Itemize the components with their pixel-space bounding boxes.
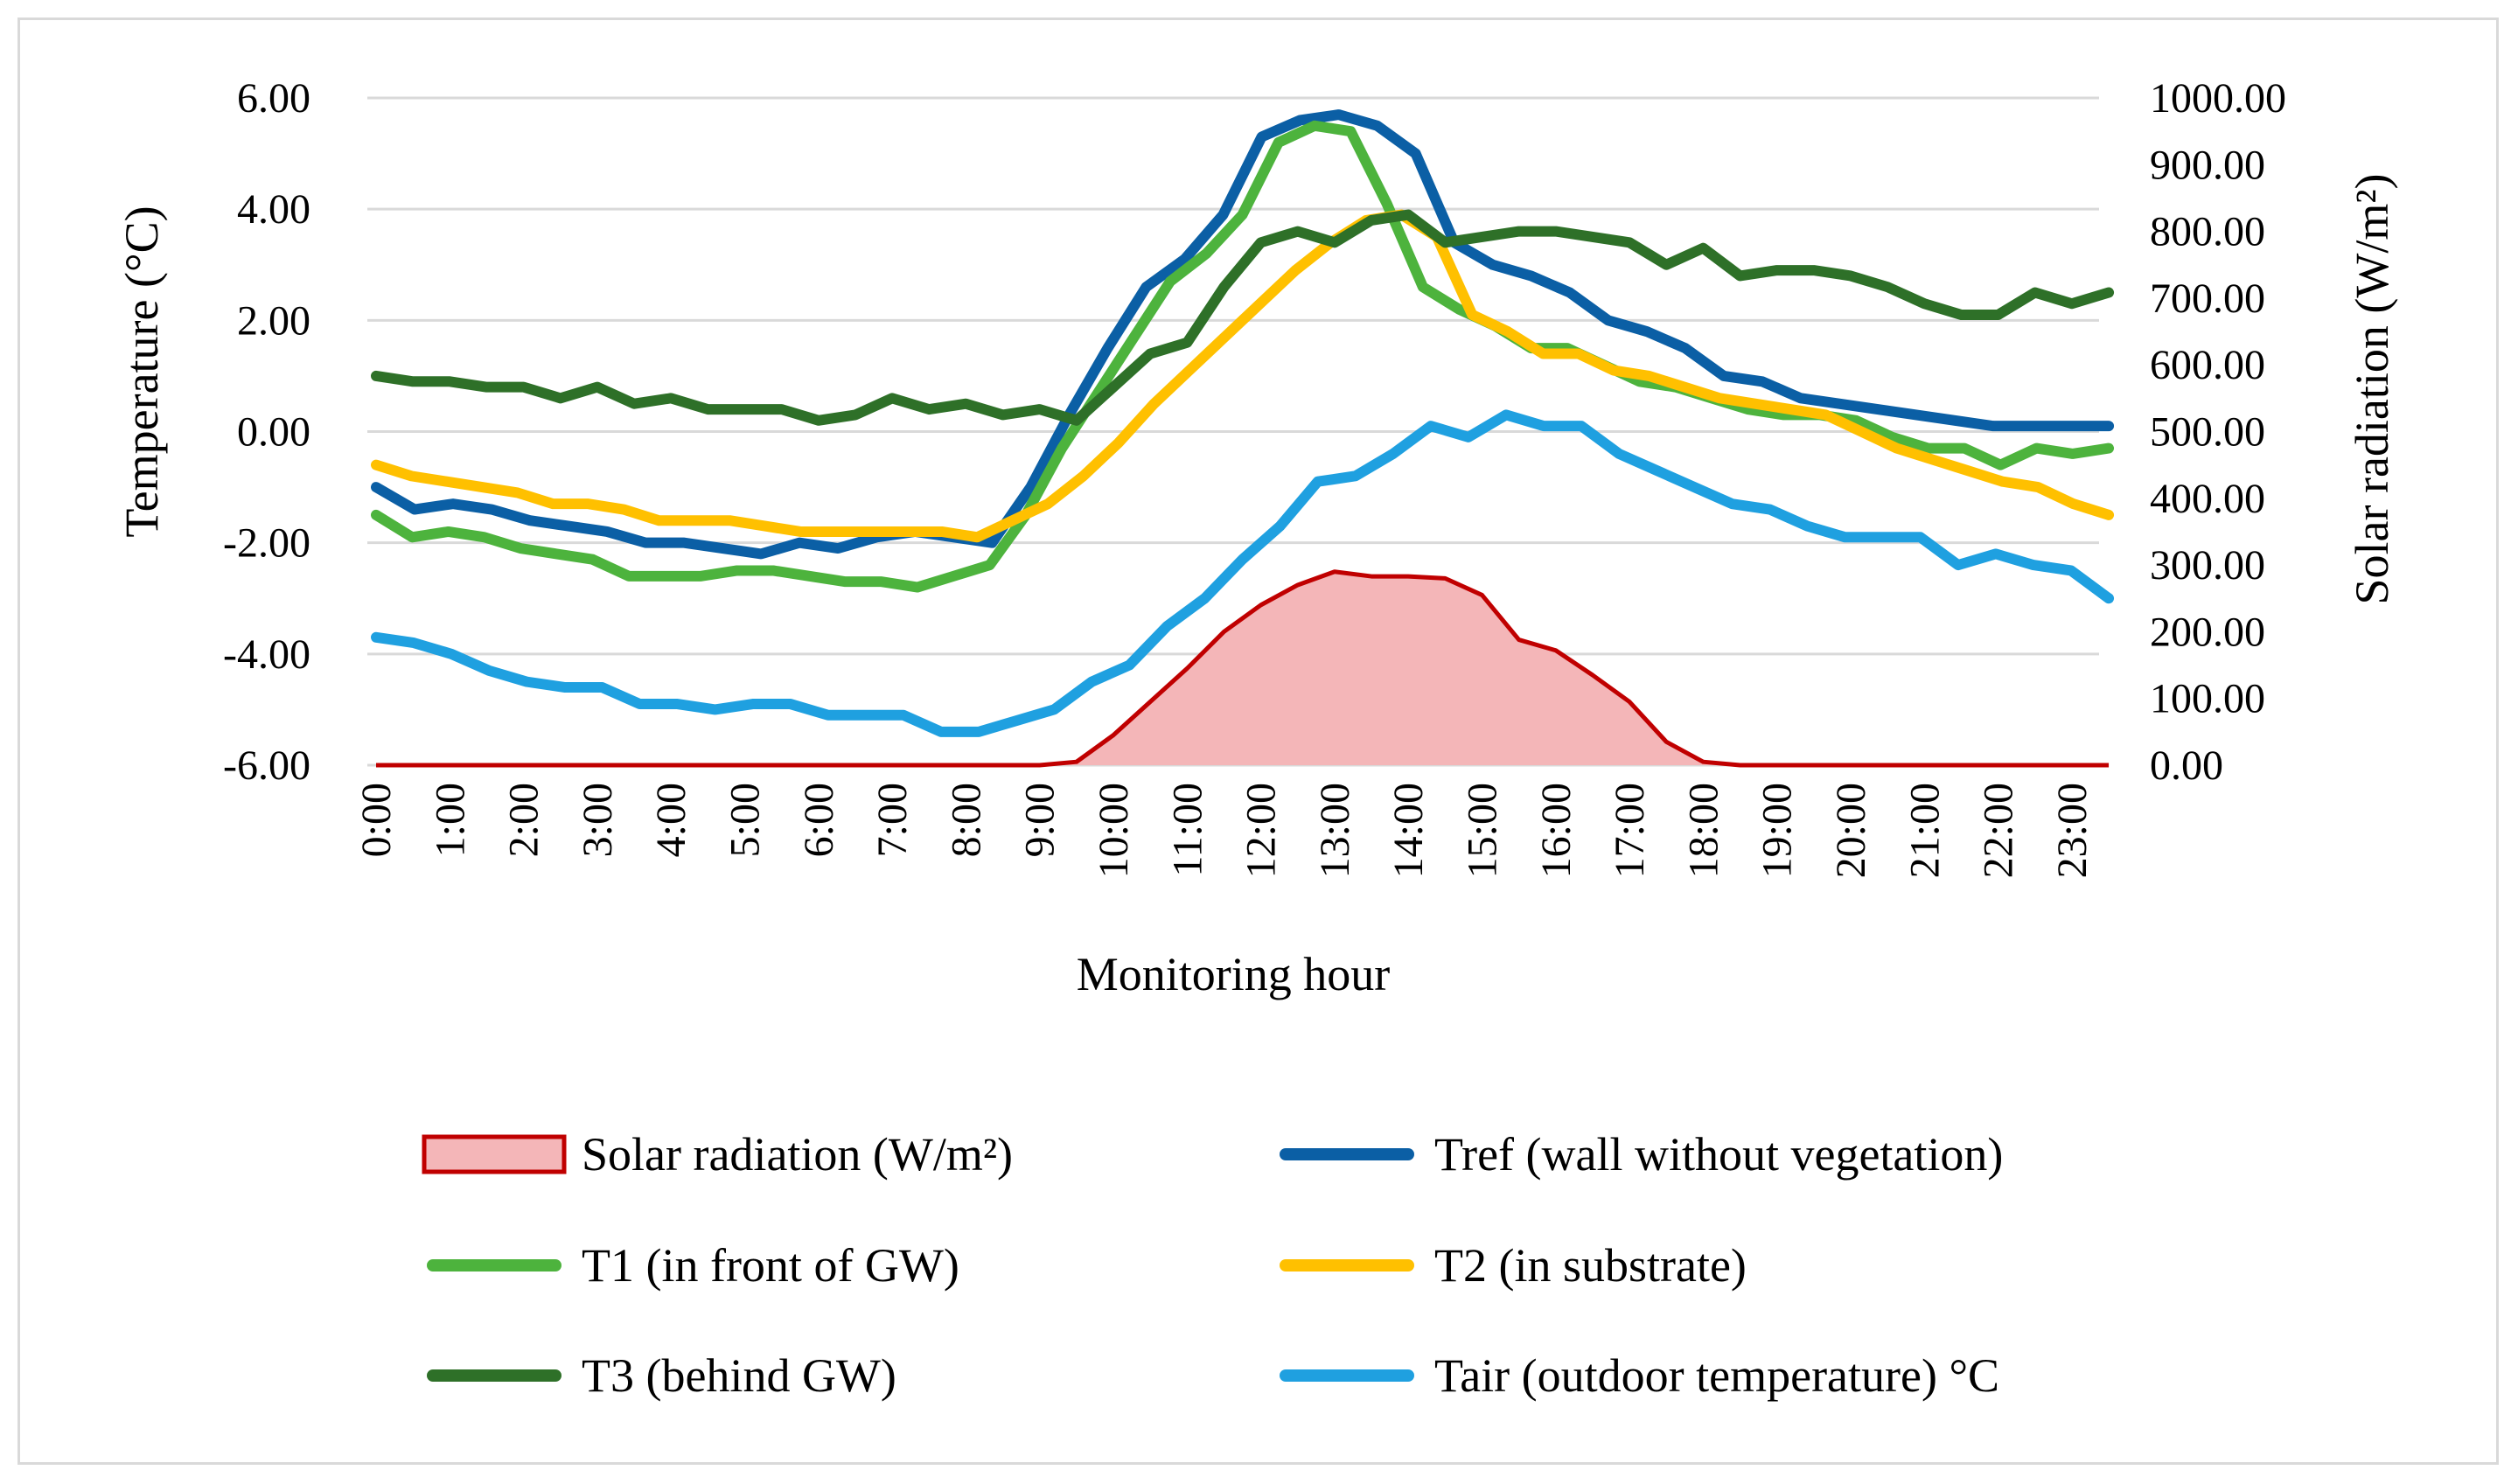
series-line-t2 bbox=[371, 209, 2115, 543]
y2-tick-label: 200.00 bbox=[2150, 609, 2265, 655]
y-tick-label: -2.00 bbox=[223, 520, 310, 567]
x-axis-title: Monitoring hour bbox=[1077, 948, 1391, 1000]
y2-tick-label: 300.00 bbox=[2150, 542, 2265, 589]
area-layer bbox=[376, 569, 2110, 768]
legend: Solar radiation (W/m²) Tref (wall without… bbox=[422, 1128, 2003, 1402]
y2-tick-label: 400.00 bbox=[2150, 476, 2265, 522]
legend-entry: Tair (outdoor temperature) °C bbox=[1280, 1349, 1999, 1402]
x-tick-label: 12:00 bbox=[1238, 783, 1285, 878]
x-tick-label: 5:00 bbox=[722, 783, 769, 857]
y-tick-label: 4.00 bbox=[237, 186, 310, 233]
legend-entry: Tref (wall without vegetation) bbox=[1280, 1128, 2003, 1181]
series-line-t3 bbox=[371, 209, 2115, 426]
x-axis-ticks: 0:00 1:00 2:00 3:00 4:00 5:00 6:00 7:00 8:00 9:00… bbox=[353, 783, 2096, 878]
y-tick-label: -4.00 bbox=[223, 631, 310, 678]
x-tick-label: 10:00 bbox=[1091, 783, 1137, 878]
y-tick-label: 6.00 bbox=[237, 75, 310, 122]
y-tick-label: 2.00 bbox=[237, 297, 310, 344]
y2-axis-title: Solar radiation (W/m²) bbox=[2346, 173, 2398, 604]
x-tick-label: 19:00 bbox=[1754, 783, 1801, 878]
series-area-solar bbox=[376, 571, 2109, 765]
legend-label: T2 (in substrate) bbox=[1434, 1239, 1747, 1292]
x-tick-label: 23:00 bbox=[2049, 783, 2096, 878]
y2-tick-label: 500.00 bbox=[2150, 409, 2265, 456]
x-tick-label: 17:00 bbox=[1607, 783, 1653, 878]
x-tick-label: 11:00 bbox=[1164, 783, 1210, 877]
series-line-tair bbox=[371, 409, 2115, 737]
y2-tick-label: 600.00 bbox=[2150, 342, 2265, 388]
legend-entry: T2 (in substrate) bbox=[1280, 1239, 1747, 1292]
x-tick-label: 0:00 bbox=[353, 783, 400, 857]
x-tick-label: 21:00 bbox=[1901, 783, 1948, 878]
legend-entry: Solar radiation (W/m²) bbox=[422, 1128, 1013, 1181]
legend-label: Tref (wall without vegetation) bbox=[1434, 1128, 2003, 1181]
left-axis-ticks: -6.00 -4.00 -2.00 0.00 2.00 4.00 6.00 bbox=[223, 75, 310, 789]
x-tick-label: 22:00 bbox=[1976, 783, 2022, 878]
x-tick-label: 16:00 bbox=[1533, 783, 1580, 878]
y-tick-label: 0.00 bbox=[237, 409, 310, 456]
legend-swatch bbox=[422, 1134, 567, 1174]
x-tick-label: 8:00 bbox=[943, 783, 989, 857]
x-tick-label: 3:00 bbox=[575, 783, 621, 857]
x-tick-label: 15:00 bbox=[1460, 783, 1506, 878]
x-tick-label: 9:00 bbox=[1017, 783, 1064, 857]
y-tick-label: -6.00 bbox=[223, 742, 310, 789]
x-tick-label: 6:00 bbox=[796, 783, 842, 857]
series-line-solar bbox=[376, 569, 2110, 768]
y2-tick-label: 900.00 bbox=[2150, 142, 2265, 188]
x-tick-label: 20:00 bbox=[1828, 783, 1874, 878]
y2-tick-label: 1000.00 bbox=[2150, 75, 2286, 122]
x-tick-label: 14:00 bbox=[1385, 783, 1432, 878]
x-tick-label: 4:00 bbox=[648, 783, 694, 857]
legend-entry: T3 (behind GW) bbox=[427, 1349, 896, 1402]
legend-label: T1 (in front of GW) bbox=[582, 1239, 959, 1292]
legend-label: T3 (behind GW) bbox=[582, 1349, 896, 1402]
line-layer bbox=[371, 109, 2115, 737]
right-axis-ticks: 0.00 100.00 200.00 300.00 400.00 500.00 600.00… bbox=[2150, 75, 2286, 789]
x-tick-label: 1:00 bbox=[427, 783, 473, 857]
y2-tick-label: 100.00 bbox=[2150, 676, 2265, 722]
y2-tick-label: 700.00 bbox=[2150, 275, 2265, 322]
x-tick-label: 18:00 bbox=[1680, 783, 1726, 878]
legend-label: Tair (outdoor temperature) °C bbox=[1434, 1349, 1999, 1402]
x-tick-label: 2:00 bbox=[501, 783, 548, 857]
y2-tick-label: 800.00 bbox=[2150, 209, 2265, 255]
legend-label: Solar radiation (W/m²) bbox=[582, 1128, 1013, 1181]
y2-tick-label: 0.00 bbox=[2150, 742, 2223, 789]
x-tick-label: 13:00 bbox=[1312, 783, 1358, 878]
series-line-tref bbox=[371, 109, 2115, 560]
x-tick-label: 7:00 bbox=[869, 783, 916, 857]
legend-entry: T1 (in front of GW) bbox=[427, 1239, 959, 1292]
y-axis-title: Temperature (°C) bbox=[115, 206, 168, 537]
